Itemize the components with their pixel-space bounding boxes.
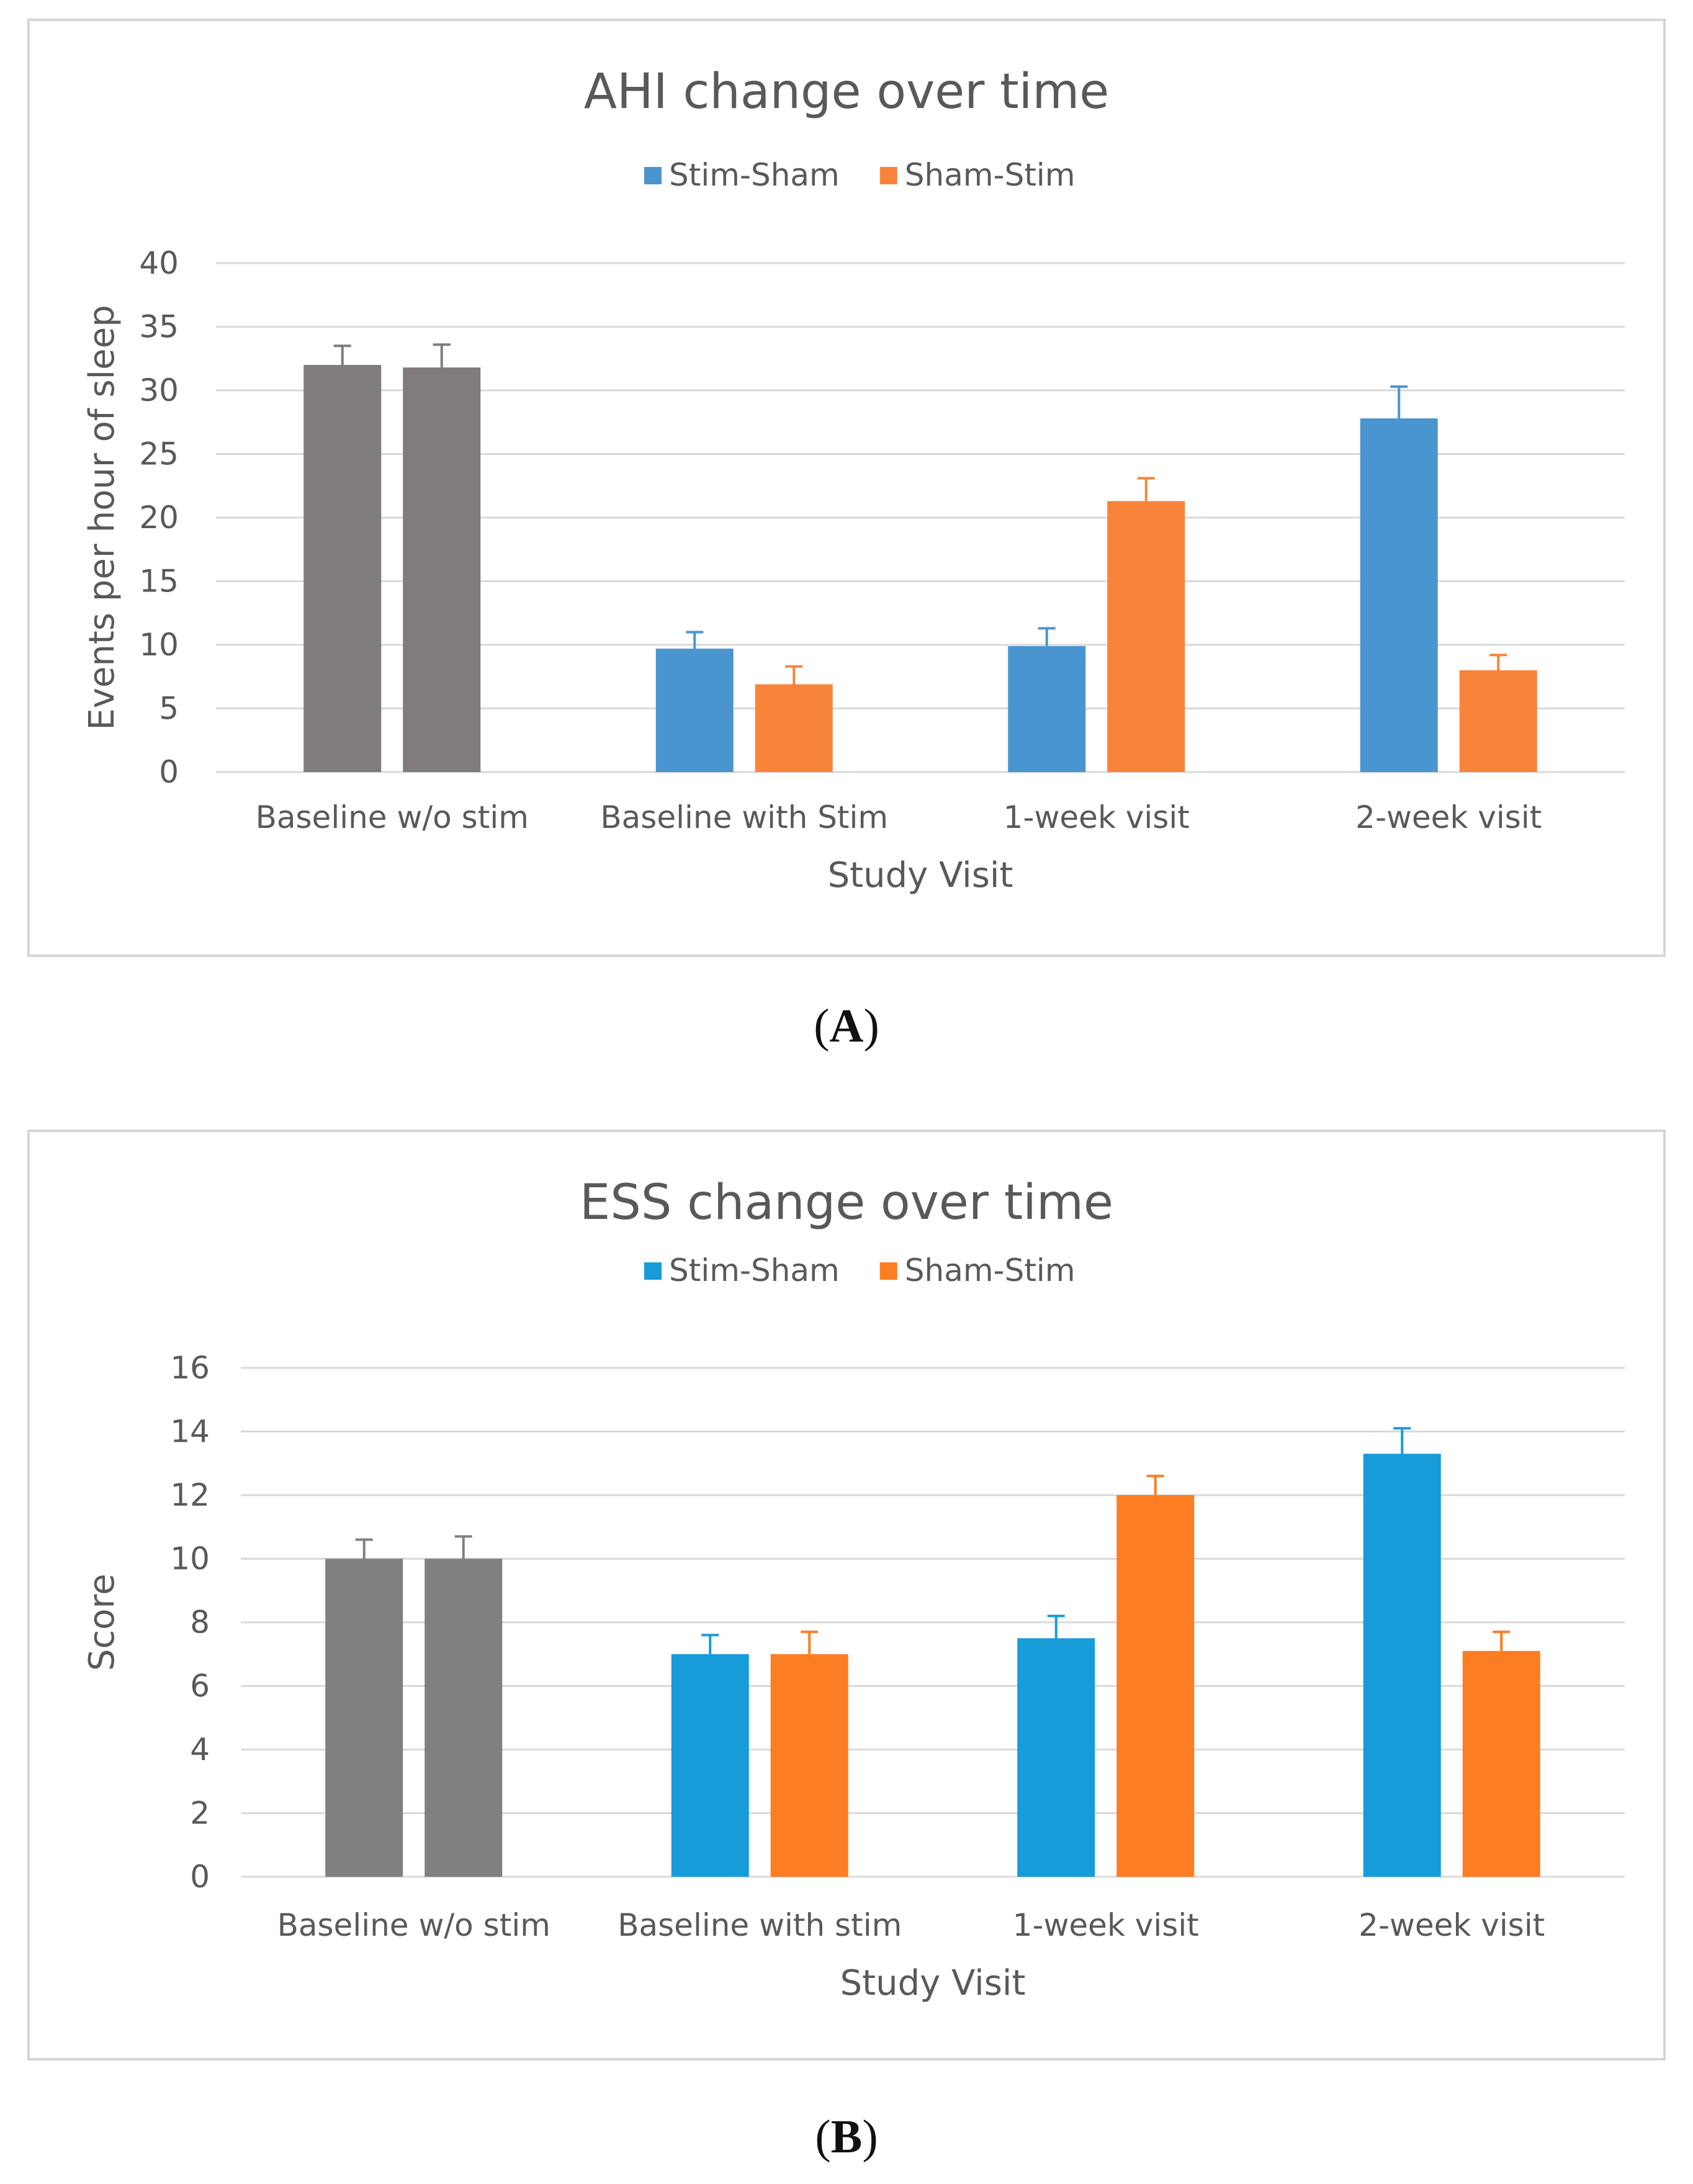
y-tick-label: 10 bbox=[139, 627, 179, 663]
ahi-bar-chart: AHI change over time Stim-Sham Sham-Stim 0 5… bbox=[82, 64, 1625, 896]
y-tick-label: 14 bbox=[170, 1414, 210, 1450]
legend-swatch-sham-stim bbox=[879, 1262, 897, 1280]
bar-stim-sham bbox=[1017, 1638, 1095, 1877]
y-tick-label: 35 bbox=[139, 309, 179, 345]
y-tick-label: 12 bbox=[170, 1477, 210, 1513]
x-axis-title: Study Visit bbox=[840, 1963, 1026, 2003]
y-tick-label: 2 bbox=[190, 1795, 210, 1831]
y-tick-label: 15 bbox=[139, 564, 179, 600]
legend-label-stim-sham: Stim-Sham bbox=[669, 157, 840, 193]
bar-sham-stim bbox=[1107, 501, 1185, 772]
y-tick-label: 0 bbox=[159, 754, 179, 790]
y-tick-label: 30 bbox=[139, 372, 179, 408]
y-tick-label: 40 bbox=[139, 245, 179, 281]
legend-label-stim-sham: Stim-Sham bbox=[669, 1252, 840, 1288]
panel-label-a-text: A bbox=[829, 1000, 864, 1052]
x-category-label: Baseline with Stim bbox=[600, 799, 888, 835]
x-category-label: Baseline with stim bbox=[617, 1907, 902, 1943]
chart-panel-a: AHI change over time Stim-Sham Sham-Stim 0 5… bbox=[27, 19, 1666, 957]
legend-label-sham-stim: Sham-Stim bbox=[905, 1252, 1076, 1288]
y-tick-label: 4 bbox=[190, 1732, 210, 1768]
bar-stim-sham bbox=[1008, 646, 1086, 772]
x-category-label: 2-week visit bbox=[1355, 799, 1542, 835]
legend-label-sham-stim: Sham-Stim bbox=[905, 157, 1076, 193]
bar-sham-stim bbox=[403, 367, 481, 772]
chart-panel-b: ESS change over time Stim-Sham Sham-Stim 0 2… bbox=[27, 1130, 1666, 2060]
y-tick-label: 8 bbox=[190, 1604, 210, 1640]
legend-swatch-stim-sham bbox=[644, 1262, 662, 1280]
chart-title: AHI change over time bbox=[584, 64, 1110, 120]
y-tick-label: 10 bbox=[170, 1541, 210, 1577]
y-tick-label: 20 bbox=[139, 500, 179, 536]
x-category-label: 2-week visit bbox=[1358, 1907, 1545, 1943]
ess-bar-chart: ESS change over time Stim-Sham Sham-Stim 0 2… bbox=[82, 1175, 1625, 2003]
y-tick-label: 5 bbox=[159, 691, 179, 727]
bar-stim-sham bbox=[1363, 1454, 1441, 1877]
x-category-label: 1-week visit bbox=[1013, 1907, 1199, 1943]
bar-stim-sham bbox=[325, 1558, 403, 1877]
y-tick-label: 0 bbox=[190, 1859, 210, 1895]
x-category-label: Baseline w/o stim bbox=[277, 1907, 550, 1943]
y-axis-title: Score bbox=[82, 1574, 122, 1671]
bar-sham-stim bbox=[755, 684, 833, 772]
bar-sham-stim bbox=[770, 1654, 848, 1877]
y-tick-label: 25 bbox=[139, 436, 179, 472]
bar-sham-stim bbox=[1462, 1651, 1540, 1877]
x-category-label: 1-week visit bbox=[1004, 799, 1190, 835]
y-tick-label: 16 bbox=[170, 1350, 210, 1386]
bar-sham-stim bbox=[424, 1558, 503, 1877]
legend-swatch-stim-sham bbox=[644, 167, 662, 184]
bar-sham-stim bbox=[1116, 1495, 1195, 1877]
panel-label-b-text: B bbox=[830, 2111, 863, 2163]
x-axis-title: Study Visit bbox=[828, 855, 1013, 896]
bar-stim-sham bbox=[671, 1654, 749, 1877]
legend-swatch-sham-stim bbox=[879, 167, 897, 184]
bar-stim-sham bbox=[303, 365, 382, 772]
chart-title: ESS change over time bbox=[580, 1175, 1113, 1231]
panel-label-b: (B) bbox=[815, 2111, 878, 2163]
bar-stim-sham bbox=[1360, 418, 1438, 772]
bar-stim-sham bbox=[655, 649, 734, 772]
panel-label-a: (A) bbox=[814, 1000, 879, 1052]
y-tick-label: 6 bbox=[190, 1668, 210, 1704]
bar-sham-stim bbox=[1459, 670, 1537, 772]
x-category-label: Baseline w/o stim bbox=[256, 799, 529, 835]
y-axis-title: Events per hour of sleep bbox=[82, 305, 122, 730]
